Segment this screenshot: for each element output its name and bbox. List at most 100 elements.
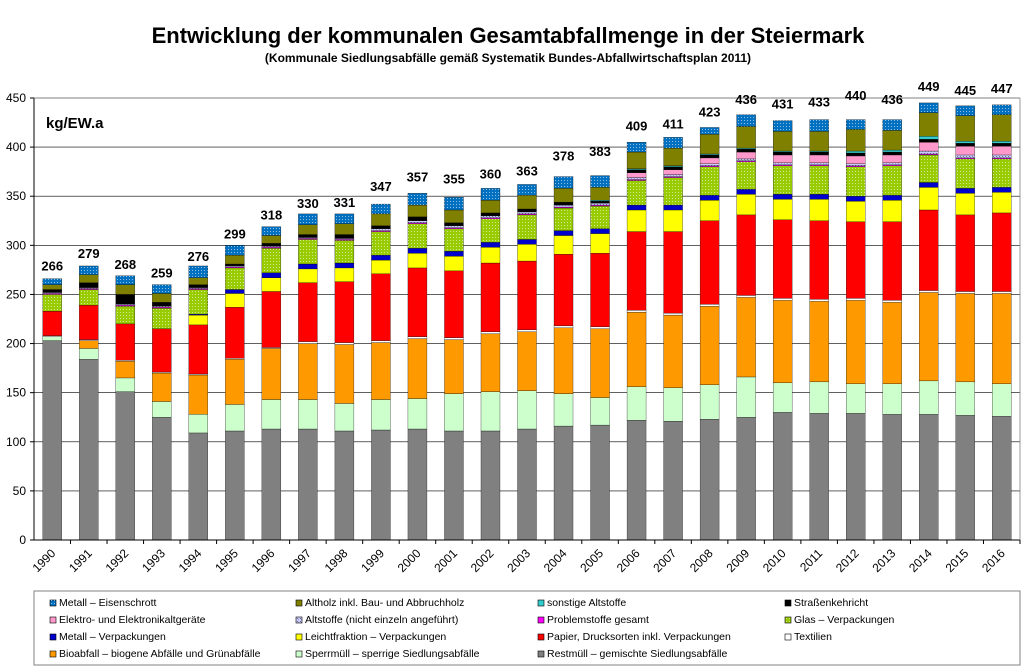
bar-segment-pattern-14-2008 bbox=[700, 127, 720, 135]
bar-segment-pattern-7-2011 bbox=[809, 165, 829, 195]
bar-segment-4-2004 bbox=[553, 254, 574, 327]
bar-segment-pattern-7-1994 bbox=[188, 289, 208, 315]
bar-segment-0-2015 bbox=[955, 415, 975, 541]
bar-segment-11-2012 bbox=[846, 152, 866, 157]
bar-segment-pattern-14-2016 bbox=[992, 104, 1012, 115]
bar-segment-2-2008 bbox=[699, 306, 720, 385]
bar-segment-2-2013 bbox=[882, 302, 902, 384]
bar-segment-pattern-7-2003 bbox=[517, 214, 537, 240]
x-tick-label-2001: 2001 bbox=[431, 546, 460, 575]
x-tick-label-2014: 2014 bbox=[906, 546, 935, 575]
bar-segment-6-2006 bbox=[626, 204, 647, 211]
bar-segment-3-2016 bbox=[992, 291, 1012, 294]
bar-segment-13-1991 bbox=[79, 274, 99, 283]
legend-label: Sperrmüll – sperrige Siedlungsabfälle bbox=[305, 648, 480, 660]
x-tick-label-1993: 1993 bbox=[139, 546, 168, 575]
bar-segment-3-2011 bbox=[809, 299, 829, 302]
bar-segment-11-2004 bbox=[553, 201, 574, 206]
bar-segment-6-2005 bbox=[590, 228, 610, 234]
bar-segment-5-2000 bbox=[407, 253, 428, 269]
bar-segment-pattern-7-2006 bbox=[627, 180, 647, 206]
bar-segment-6-2007 bbox=[663, 204, 683, 211]
bar-segment-13-2016 bbox=[992, 114, 1012, 142]
bar-segment-3-1997 bbox=[298, 341, 318, 344]
bar-segment-4-1996 bbox=[261, 291, 282, 348]
bar-segment-1-2013 bbox=[882, 383, 902, 415]
bar-segment-6-1996 bbox=[261, 272, 282, 278]
legend-label: Metall – Eisenschrott bbox=[59, 597, 157, 609]
bar-segment-13-2012 bbox=[846, 129, 866, 152]
bar-segment-pattern-9-1999 bbox=[371, 228, 391, 231]
legend-label: Glas – Verpackungen bbox=[794, 614, 895, 626]
bar-segment-11-1994 bbox=[188, 284, 208, 288]
bar-segment-pattern-14-2015 bbox=[955, 105, 975, 116]
bar-segment-3-2000 bbox=[407, 336, 428, 339]
bar-segment-3-1999 bbox=[371, 340, 391, 343]
total-label-2012: 440 bbox=[845, 88, 867, 103]
bar-segment-pattern-7-1999 bbox=[371, 231, 391, 256]
bar-segment-0-1991 bbox=[79, 359, 99, 541]
bar-segment-4-2001 bbox=[444, 270, 464, 338]
bar-segment-0-2009 bbox=[736, 417, 756, 541]
bar-segment-10-2008 bbox=[699, 157, 720, 164]
bar-segment-11-2011 bbox=[809, 151, 829, 156]
bar-segment-11-2000 bbox=[407, 216, 428, 221]
bar-segment-2-1998 bbox=[334, 344, 355, 404]
total-label-2013: 436 bbox=[881, 92, 903, 107]
bar-segment-5-2007 bbox=[663, 209, 683, 232]
x-tick-label-2009: 2009 bbox=[723, 546, 752, 575]
bar-segment-4-2002 bbox=[480, 262, 501, 332]
bar-segment-4-1999 bbox=[371, 273, 391, 341]
bar-segment-1-2007 bbox=[663, 387, 683, 422]
total-label-2007: 411 bbox=[663, 116, 684, 131]
bar-segment-pattern-14-1990 bbox=[42, 278, 62, 285]
bar-segment-4-2008 bbox=[699, 220, 720, 305]
bar-segment-pattern-9-1995 bbox=[225, 265, 245, 267]
total-label-2005: 383 bbox=[589, 144, 611, 159]
total-label-2010: 431 bbox=[772, 97, 794, 112]
bar-segment-2-2015 bbox=[955, 293, 975, 383]
bar-segment-10-2007 bbox=[663, 169, 683, 175]
bar-segment-2-1999 bbox=[371, 342, 391, 400]
bar-segment-pattern-9-2015 bbox=[955, 154, 975, 158]
bar-segment-5-2011 bbox=[809, 199, 829, 221]
bar-segment-5-2014 bbox=[919, 187, 939, 211]
bar-segment-2-1996 bbox=[261, 348, 282, 400]
bar-segment-13-2008 bbox=[699, 134, 720, 155]
total-labels: 266 279 268 259 276 299 318 330 331 347 357 355 360 3… bbox=[41, 79, 1012, 281]
bar-segment-6-1997 bbox=[298, 263, 318, 270]
unit-label-background bbox=[38, 108, 124, 134]
legend-label: sonstige Altstoffe bbox=[547, 597, 626, 609]
bar-segment-3-2001 bbox=[444, 337, 464, 340]
bar-segment-11-2009 bbox=[736, 148, 756, 153]
bar-segment-10-2010 bbox=[772, 154, 793, 163]
total-label-1993: 259 bbox=[151, 266, 173, 281]
bar-segment-pattern-14-2001 bbox=[444, 197, 464, 210]
bar-segment-13-2004 bbox=[553, 188, 574, 203]
legend-swatch-pattern bbox=[296, 617, 302, 623]
bar-segment-5-2015 bbox=[955, 193, 975, 216]
bar-segment-2-1995 bbox=[225, 359, 245, 405]
x-tick-label-2000: 2000 bbox=[395, 546, 424, 575]
bar-segment-4-1994 bbox=[188, 324, 208, 375]
bar-segment-1-1998 bbox=[334, 403, 355, 432]
x-tick-label-2002: 2002 bbox=[468, 546, 497, 575]
bar-segment-6-2003 bbox=[517, 239, 537, 245]
x-tick-label-2012: 2012 bbox=[833, 546, 862, 575]
x-tick-label-1995: 1995 bbox=[212, 546, 241, 575]
x-tick-label-2016: 2016 bbox=[979, 546, 1008, 575]
bar-segment-pattern-7-2013 bbox=[882, 165, 902, 196]
bar-segment-2-2000 bbox=[407, 338, 428, 399]
bar-segment-5-1999 bbox=[371, 259, 391, 274]
legend-label: Altholz inkl. Bau- und Abbruchholz bbox=[305, 597, 464, 609]
bar-segment-0-2000 bbox=[407, 428, 428, 541]
total-label-2015: 445 bbox=[954, 83, 976, 98]
bar-segment-13-2011 bbox=[809, 131, 829, 152]
legend-label: Metall – Verpackungen bbox=[59, 631, 166, 643]
bar-segment-2-2006 bbox=[626, 311, 647, 387]
bar-segment-4-2015 bbox=[955, 214, 975, 292]
bar-segment-pattern-14-1998 bbox=[334, 213, 354, 224]
bar-segment-1-1996 bbox=[261, 399, 282, 430]
bar-segment-13-1995 bbox=[225, 255, 245, 265]
total-label-1996: 318 bbox=[261, 208, 283, 223]
